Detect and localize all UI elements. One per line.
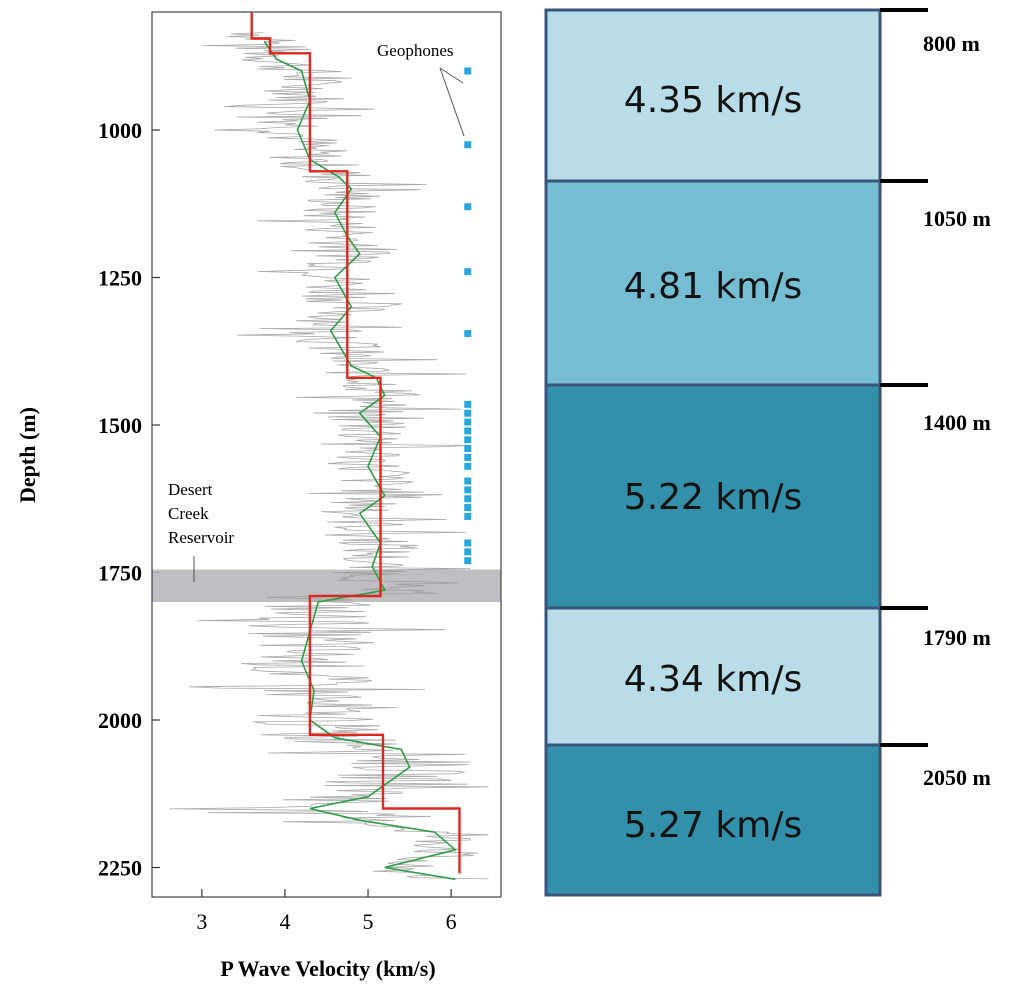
geophone-marker <box>464 268 472 276</box>
layer-velocity: 4.81 km/s <box>624 266 802 307</box>
layer: 5.22 km/s 1400 m <box>544 383 991 610</box>
plot-frame <box>151 11 502 898</box>
geophone-marker <box>464 141 472 149</box>
geophone-marker <box>464 557 472 565</box>
geophone-marker <box>464 203 472 211</box>
geophone-marker <box>464 445 472 453</box>
x-axis-ticks: 3 4 5 6 <box>196 889 457 934</box>
geophone-marker <box>464 427 472 435</box>
layer: 5.27 km/s 2050 m <box>544 743 991 897</box>
x-tick-label: 6 <box>446 909 457 934</box>
layer: 4.81 km/s 1050 m <box>544 179 991 387</box>
reservoir-label-line: Desert <box>168 480 213 499</box>
geophone-marker <box>464 330 472 338</box>
y-tick-label: 1500 <box>98 413 142 438</box>
x-tick-label: 4 <box>279 909 290 934</box>
geophones-label: Geophones <box>377 41 453 60</box>
geophone-marker <box>464 409 472 417</box>
layer-box <box>544 743 882 897</box>
geophone-marker <box>464 436 472 444</box>
layer: 4.35 km/s 800 m <box>544 8 980 183</box>
geophone-marker <box>464 462 472 470</box>
y-tick-label: 2250 <box>98 856 142 881</box>
raw-velocity-log <box>169 32 489 880</box>
geophone-marker <box>464 512 472 520</box>
layer-velocity: 5.27 km/s <box>624 805 802 846</box>
layer-velocity: 4.34 km/s <box>624 659 802 700</box>
geophones-pointer-line <box>439 67 464 84</box>
boundary-depth-label: 1050 m <box>923 206 991 231</box>
reservoir-label-line: Reservoir <box>168 528 234 547</box>
y-tick-label: 1750 <box>98 561 142 586</box>
layer-box <box>544 383 882 610</box>
x-tick-label: 3 <box>196 909 207 934</box>
y-axis-ticks: 1000 1250 1500 1750 2000 2250 <box>98 118 160 881</box>
geophones-pointer-line <box>439 67 465 137</box>
geophone-marker <box>464 504 472 512</box>
geophone-marker <box>464 486 472 494</box>
layer-velocity: 4.35 km/s <box>624 80 802 121</box>
y-tick-label: 1000 <box>98 118 142 143</box>
geophone-marker <box>464 548 472 556</box>
boundary-depth-label: 2050 m <box>923 765 991 790</box>
geophone-marker <box>464 418 472 426</box>
layer-box <box>544 179 882 387</box>
geophone-markers <box>464 67 472 565</box>
x-tick-label: 5 <box>363 909 374 934</box>
reservoir-label-line: Creek <box>168 504 209 523</box>
y-tick-label: 2000 <box>98 708 142 733</box>
layer: 4.34 km/s 1790 m <box>544 606 991 747</box>
geophone-marker <box>464 67 472 75</box>
layer-velocity-model: 4.35 km/s 800 m 4.81 km/s 1050 m 5.22 km… <box>544 8 991 897</box>
raw-velocity-trace <box>169 32 489 880</box>
boundary-depth-label: 1400 m <box>923 410 991 435</box>
geophone-marker <box>464 453 472 461</box>
layer-velocity: 5.22 km/s <box>624 477 802 518</box>
y-axis-title: Depth (m) <box>15 407 40 503</box>
x-axis-title: P Wave Velocity (km/s) <box>220 956 435 981</box>
reservoir-label: Desert Creek Reservoir <box>168 480 234 547</box>
blocked-velocity-model-line <box>250 12 461 874</box>
y-tick-label: 1250 <box>98 266 142 291</box>
geophone-marker <box>464 400 472 408</box>
geophone-marker <box>464 539 472 547</box>
geophone-marker <box>464 495 472 503</box>
boundary-depth-label: 1790 m <box>923 625 991 650</box>
boundary-depth-label: 800 m <box>923 31 980 56</box>
layer-box <box>544 8 882 183</box>
geophone-marker <box>464 477 472 485</box>
